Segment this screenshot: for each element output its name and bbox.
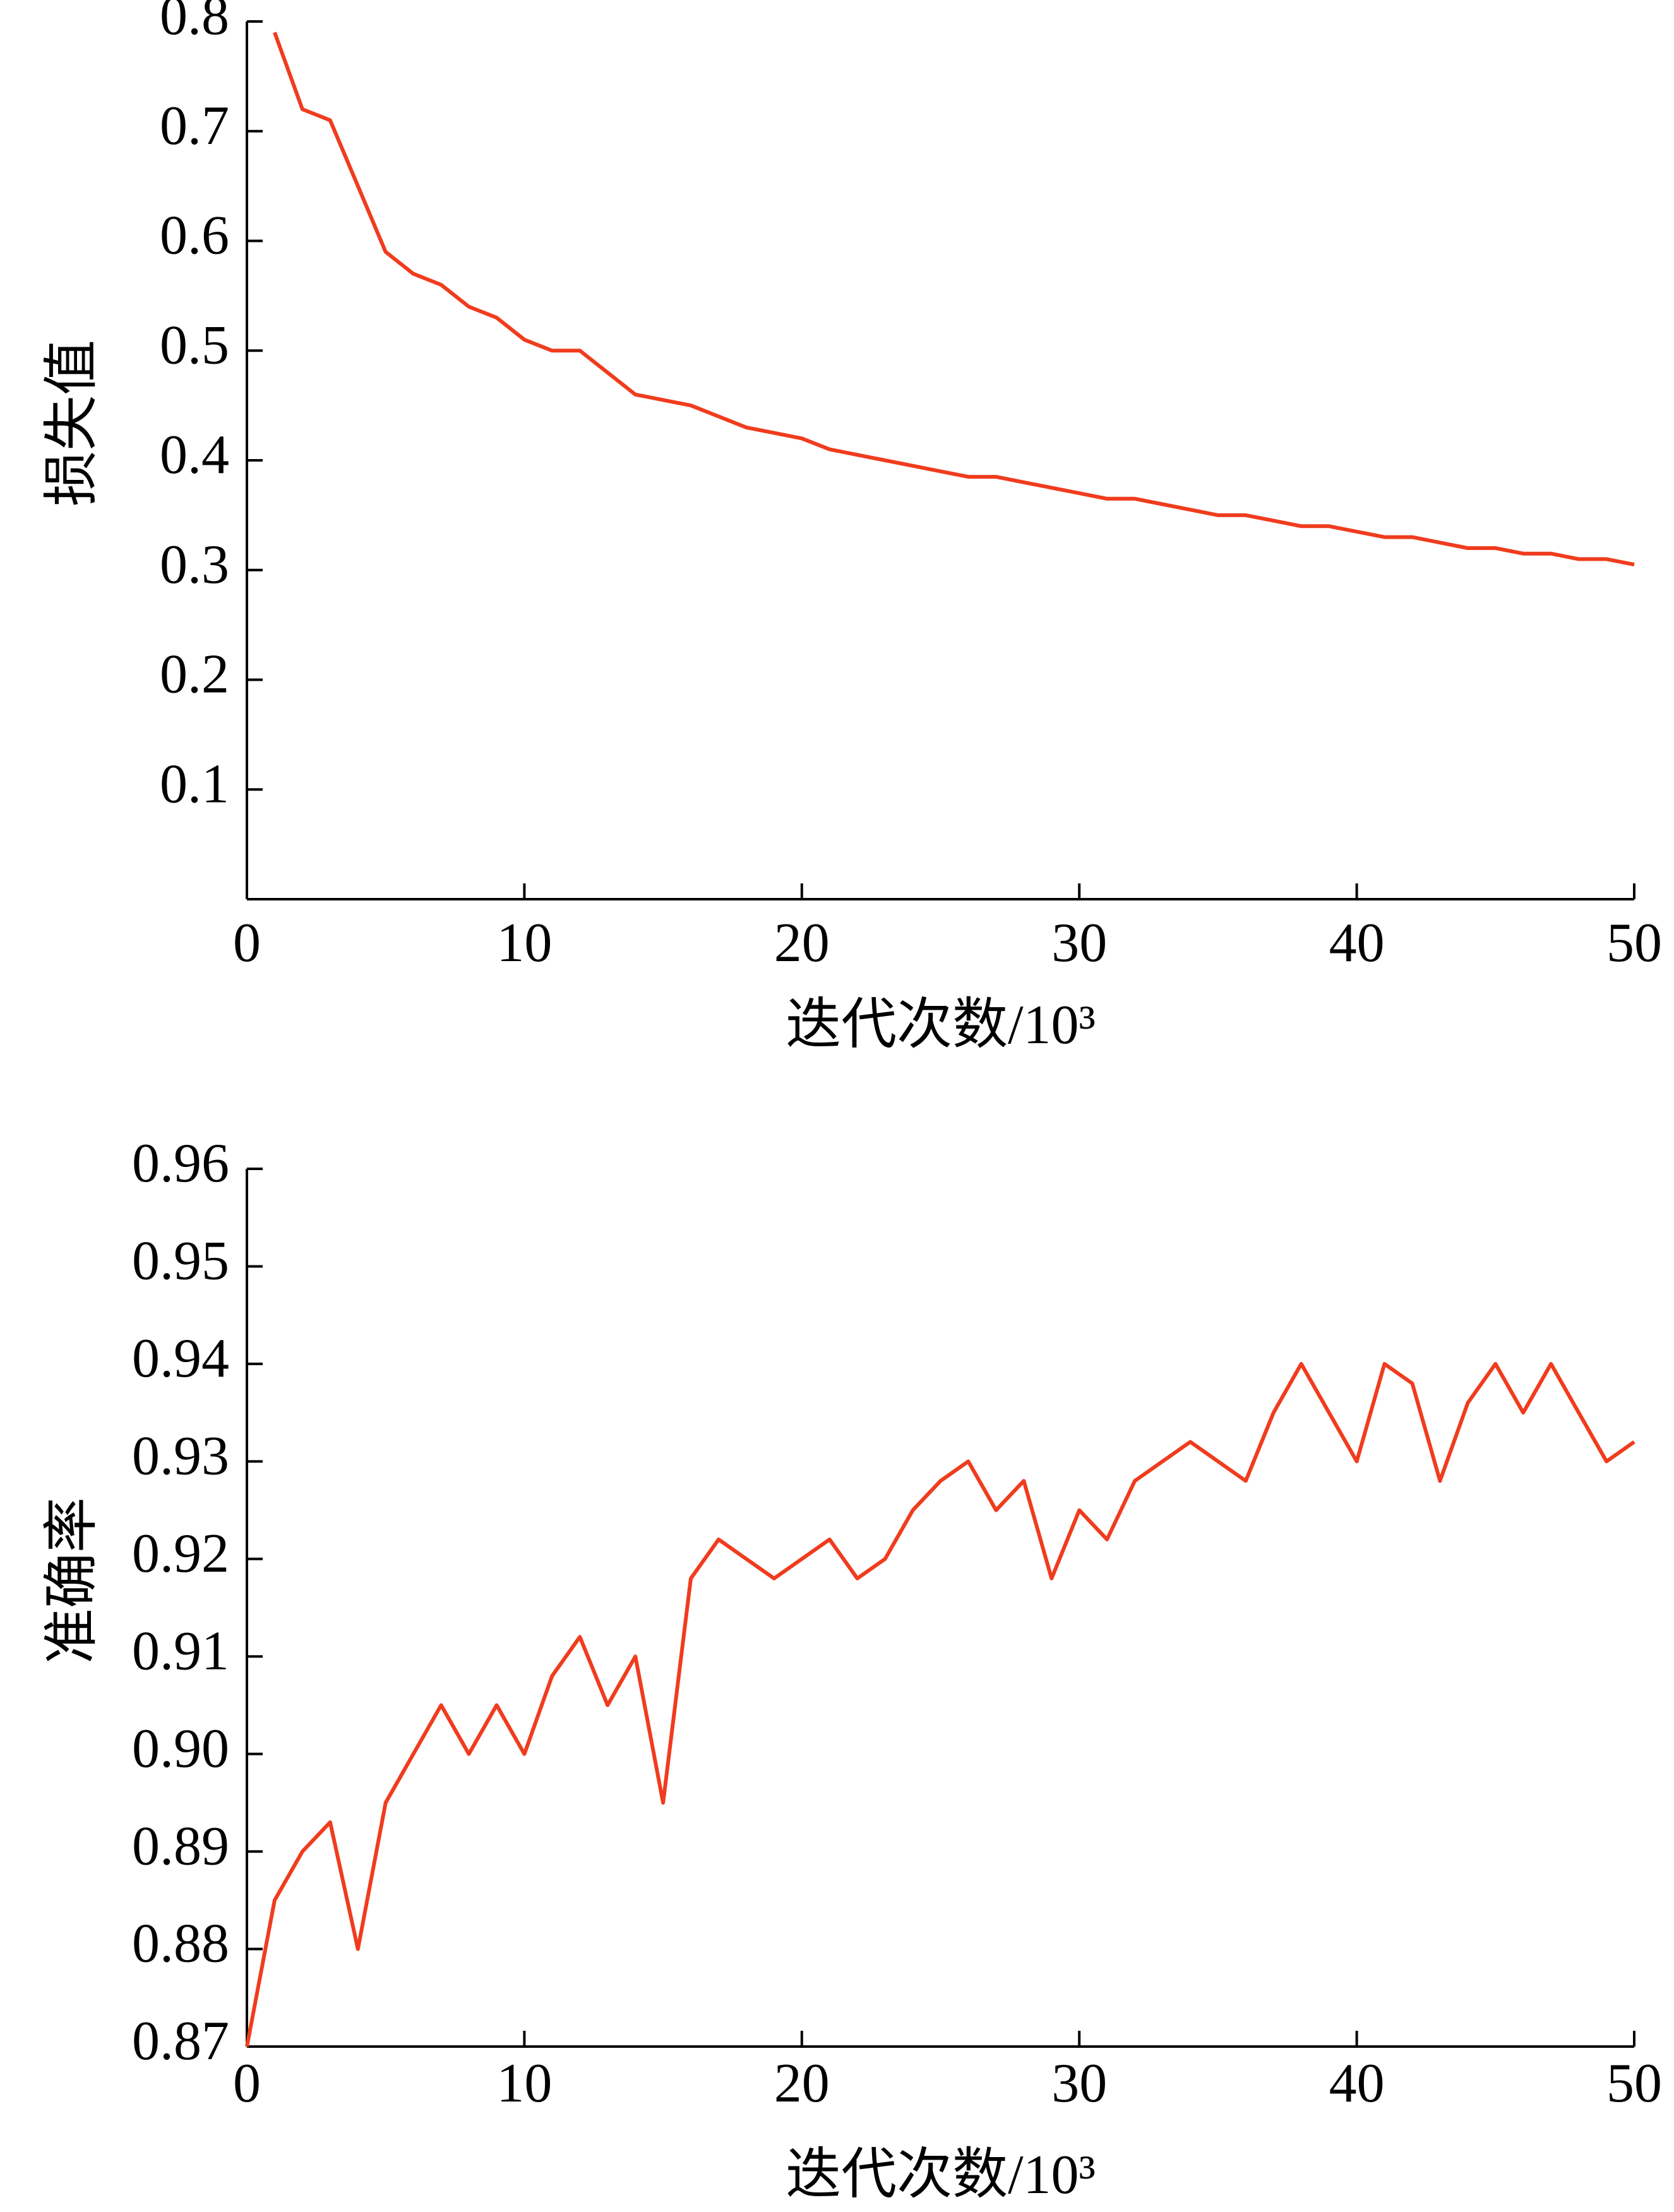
- x-tick-label: 0: [233, 2053, 261, 2114]
- y-tick-label: 0.87: [132, 2011, 229, 2072]
- y-tick-label: 0.96: [132, 1133, 229, 1194]
- y-tick-label: 0.92: [132, 1523, 229, 1584]
- data-line: [273, 32, 1635, 567]
- x-tick-label: 0: [233, 912, 261, 974]
- x-axis-label: 迭代次数/10³: [786, 995, 1096, 1056]
- x-axis-label: 迭代次数/10³: [786, 2144, 1096, 2206]
- x-tick-label: 50: [1606, 912, 1662, 974]
- x-tick-label: 50: [1606, 2053, 1662, 2114]
- y-tick-label: 0.95: [132, 1231, 229, 1292]
- x-tick-label: 40: [1329, 2053, 1385, 2114]
- y-axis-label: 准确率: [42, 1497, 103, 1664]
- y-tick-label: 0.93: [132, 1426, 229, 1487]
- x-tick-label: 30: [1051, 912, 1107, 974]
- x-tick-label: 20: [774, 2053, 830, 2114]
- data-line: [245, 1361, 1635, 2047]
- x-tick-label: 40: [1329, 912, 1385, 974]
- y-tick-label: 0.4: [160, 424, 229, 486]
- x-tick-label: 10: [496, 2053, 552, 2114]
- y-tick-label: 0.2: [160, 644, 229, 705]
- y-axis-label: 损失值: [42, 340, 103, 506]
- y-tick-label: 0.3: [160, 534, 229, 595]
- y-tick-label: 0.88: [132, 1913, 229, 1975]
- y-tick-label: 0.6: [160, 205, 229, 266]
- y-tick-label: 0.5: [160, 314, 229, 376]
- y-tick-label: 0.1: [160, 753, 229, 815]
- y-tick-label: 0.91: [132, 1620, 229, 1682]
- y-tick-label: 0.94: [132, 1328, 229, 1389]
- y-tick-label: 0.8: [160, 0, 229, 47]
- x-tick-label: 10: [496, 912, 552, 974]
- x-tick-label: 20: [774, 912, 830, 974]
- x-tick-label: 30: [1051, 2053, 1107, 2114]
- y-tick-label: 0.7: [160, 95, 229, 157]
- y-tick-label: 0.90: [132, 1718, 229, 1779]
- y-tick-label: 0.89: [132, 1815, 229, 1877]
